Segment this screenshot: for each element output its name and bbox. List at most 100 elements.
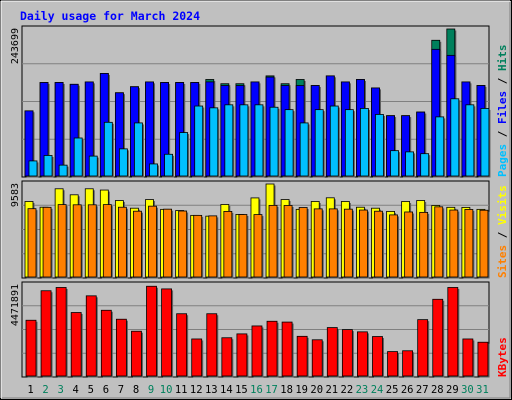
bar-kbytes-day-12 xyxy=(191,338,203,377)
bar-kbytes-day-29 xyxy=(447,287,459,377)
day-label-7: 7 xyxy=(118,384,124,396)
bar-kbytes-day-23 xyxy=(357,331,368,377)
bar-kbytes-day-26 xyxy=(402,350,414,377)
bar-sites-day-2 xyxy=(42,206,52,278)
day-label-28: 28 xyxy=(431,384,444,396)
day-label-26: 26 xyxy=(401,384,414,396)
bar-sites-day-17 xyxy=(268,204,278,278)
legend-visits-sites: Sites / Visits xyxy=(496,185,509,278)
bar-kbytes-day-9 xyxy=(146,285,157,377)
bar-pages-day-25 xyxy=(390,150,399,177)
bar-pages-day-10 xyxy=(164,153,173,177)
bar-kbytes-day-24 xyxy=(372,336,383,377)
bar-sites-day-10 xyxy=(163,208,172,278)
bar-sites-day-22 xyxy=(343,208,353,278)
bar-pages-day-21 xyxy=(329,105,339,177)
bar-kbytes-day-13 xyxy=(206,313,218,377)
day-label-19: 19 xyxy=(295,384,308,396)
bar-kbytes-day-14 xyxy=(221,337,233,377)
day-label-13: 13 xyxy=(205,384,218,396)
bar-pages-day-20 xyxy=(314,109,324,177)
legend-visits: Visits xyxy=(496,185,509,225)
bar-sites-day-30 xyxy=(464,209,474,278)
bar-kbytes-day-30 xyxy=(462,338,474,377)
bar-pages-day-22 xyxy=(344,109,354,177)
bar-sites-day-19 xyxy=(298,207,308,278)
bar-sites-day-26 xyxy=(404,211,414,278)
bar-pages-day-14 xyxy=(224,104,234,177)
bar-sites-day-6 xyxy=(102,204,112,278)
bar-kbytes-day-17 xyxy=(266,320,278,377)
ymax-label-visits-sites: 9583 xyxy=(10,183,21,207)
bar-sites-day-25 xyxy=(389,214,398,278)
bar-sites-day-5 xyxy=(87,204,97,278)
day-label-23: 23 xyxy=(356,384,369,396)
bar-sites-day-23 xyxy=(359,209,368,278)
day-label-25: 25 xyxy=(386,384,399,396)
bar-kbytes-day-31 xyxy=(477,341,489,377)
bar-kbytes-day-4 xyxy=(70,312,82,377)
bar-pages-day-7 xyxy=(118,148,128,177)
bar-sites-day-21 xyxy=(328,208,338,278)
bar-pages-day-16 xyxy=(254,104,264,177)
bar-pages-day-5 xyxy=(88,155,98,177)
bar-sites-day-3 xyxy=(57,204,67,278)
day-label-6: 6 xyxy=(103,384,109,396)
bar-sites-day-9 xyxy=(148,205,157,278)
bar-pages-day-29 xyxy=(450,98,460,177)
bar-pages-day-28 xyxy=(435,116,445,177)
bar-kbytes-day-7 xyxy=(115,318,127,377)
day-label-3: 3 xyxy=(57,384,63,396)
bar-sites-day-24 xyxy=(374,210,383,278)
day-label-18: 18 xyxy=(280,384,293,396)
bar-kbytes-day-18 xyxy=(281,321,293,377)
bar-pages-day-4 xyxy=(73,137,83,177)
day-label-1: 1 xyxy=(27,384,33,396)
bar-sites-day-7 xyxy=(117,206,127,278)
bar-pages-day-24 xyxy=(375,114,384,177)
bar-kbytes-day-5 xyxy=(85,295,97,377)
ymax-label-kbytes: 4471891 xyxy=(10,284,21,326)
bar-pages-day-27 xyxy=(420,153,430,177)
bar-sites-day-12 xyxy=(193,214,203,278)
bar-kbytes-day-20 xyxy=(311,339,323,377)
bar-pages-day-6 xyxy=(103,121,113,177)
bar-sites-day-15 xyxy=(238,214,248,278)
legend-kbytes: KBytes xyxy=(496,337,509,377)
bar-kbytes-day-6 xyxy=(100,309,112,377)
bar-sites-day-29 xyxy=(449,209,459,278)
day-label-10: 10 xyxy=(160,384,173,396)
bar-pages-day-19 xyxy=(299,122,309,177)
bar-sites-day-13 xyxy=(208,215,218,278)
legend-sites: Sites xyxy=(496,245,509,278)
legend-files: Files xyxy=(496,91,509,124)
bar-kbytes-day-1 xyxy=(25,319,37,377)
bar-pages-day-18 xyxy=(284,109,294,177)
bar-pages-day-23 xyxy=(360,108,369,177)
bar-kbytes-day-19 xyxy=(296,335,308,377)
bar-pages-day-12 xyxy=(194,105,204,177)
bar-pages-day-1 xyxy=(28,160,38,177)
day-label-27: 27 xyxy=(416,384,429,396)
day-label-2: 2 xyxy=(42,384,48,396)
day-label-30: 30 xyxy=(461,384,474,396)
bar-kbytes-day-8 xyxy=(131,330,142,377)
bar-pages-day-30 xyxy=(465,104,475,177)
bar-pages-day-31 xyxy=(480,108,490,177)
bar-kbytes-day-15 xyxy=(236,333,248,377)
legend-hits: Hits xyxy=(496,45,509,72)
legend-pages: Pages xyxy=(496,144,509,177)
day-label-16: 16 xyxy=(250,384,263,396)
day-label-29: 29 xyxy=(446,384,459,396)
bar-kbytes-day-3 xyxy=(55,287,67,377)
bar-sites-day-16 xyxy=(253,214,263,278)
chart-title: Daily usage for March 2024 xyxy=(20,9,200,23)
bar-files-day-3 xyxy=(54,82,64,177)
bar-sites-day-14 xyxy=(223,210,233,278)
bar-kbytes-day-28 xyxy=(432,298,444,377)
bar-kbytes-day-21 xyxy=(326,327,338,377)
day-label-31: 31 xyxy=(476,384,489,396)
legend-sep-2: / xyxy=(496,71,509,91)
bar-sites-day-11 xyxy=(178,210,188,278)
